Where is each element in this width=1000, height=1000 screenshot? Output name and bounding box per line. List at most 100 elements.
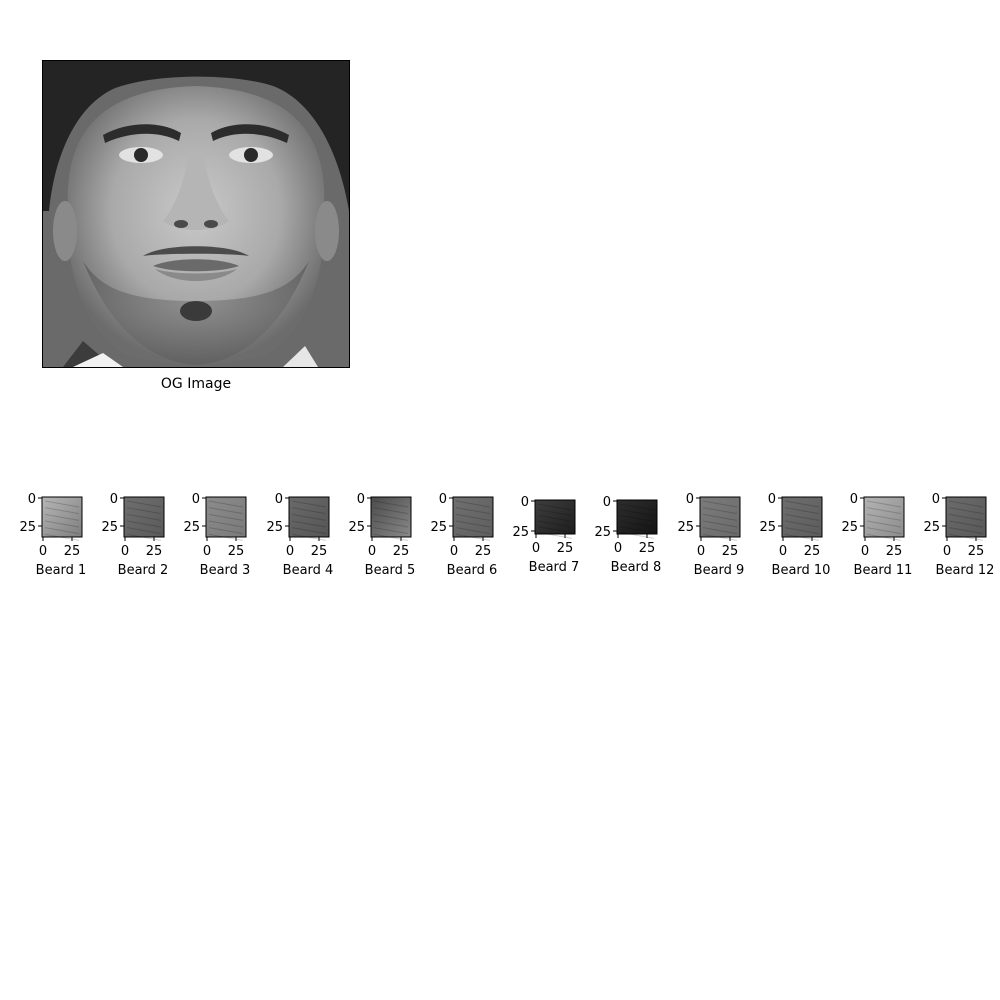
beard-texture-stroke bbox=[784, 513, 820, 521]
beard-texture-stroke bbox=[455, 527, 491, 535]
y-tick-label: 25 bbox=[512, 525, 529, 540]
beard-texture-stroke bbox=[619, 503, 655, 511]
beard-texture-stroke bbox=[866, 527, 902, 535]
beard-texture-stroke bbox=[702, 507, 738, 515]
beard-texture-stroke bbox=[291, 533, 327, 541]
beard-texture-stroke bbox=[455, 533, 491, 541]
y-tick-label: 25 bbox=[923, 520, 940, 535]
beard-patch: 0 25 0 25 Beard 3 bbox=[166, 487, 276, 587]
og-image bbox=[42, 60, 350, 368]
y-tick-label: 25 bbox=[841, 520, 858, 535]
beard-patch-caption: Beard 2 bbox=[117, 563, 169, 578]
beard-patch: 0 25 0 25 Beard 4 bbox=[249, 487, 359, 587]
beard-texture-stroke bbox=[537, 531, 573, 539]
y-tick-label: 0 bbox=[521, 495, 529, 510]
beard-texture-stroke bbox=[537, 503, 573, 511]
x-tick-label: 25 bbox=[968, 544, 985, 559]
beard-texture-stroke bbox=[455, 507, 491, 515]
x-tick-label: 25 bbox=[393, 544, 410, 559]
beard-patch: 0 25 0 25 Beard 7 bbox=[495, 490, 605, 590]
beard-texture-stroke bbox=[126, 520, 162, 528]
beard-texture-stroke bbox=[619, 520, 655, 528]
beard-texture-stroke bbox=[208, 520, 244, 528]
beard-texture-stroke bbox=[373, 513, 409, 521]
beard-texture-stroke bbox=[373, 520, 409, 528]
beard-patch: 0 25 0 25 Beard 1 bbox=[2, 487, 112, 587]
y-tick-label: 0 bbox=[932, 492, 940, 507]
y-tick-label: 25 bbox=[266, 520, 283, 535]
beard-texture-stroke bbox=[948, 533, 984, 541]
beard-patch-image bbox=[945, 496, 987, 538]
x-tick-label: 0 bbox=[861, 544, 869, 559]
beard-texture-stroke bbox=[126, 500, 162, 508]
beard-patch: 0 25 0 25 Beard 5 bbox=[331, 487, 441, 587]
beard-texture-stroke bbox=[866, 513, 902, 521]
beard-texture-stroke bbox=[291, 513, 327, 521]
beard-patch-image bbox=[452, 496, 494, 538]
beard-texture-stroke bbox=[455, 500, 491, 508]
y-tick-label: 0 bbox=[686, 492, 694, 507]
beard-texture-stroke bbox=[702, 500, 738, 508]
face-photo bbox=[43, 61, 349, 367]
beard-texture-stroke bbox=[619, 514, 655, 522]
beard-patch: 0 25 0 25 Beard 6 bbox=[413, 487, 523, 587]
x-tick-label: 25 bbox=[639, 541, 656, 556]
beard-texture-stroke bbox=[702, 513, 738, 521]
beard-texture-stroke bbox=[208, 500, 244, 508]
beard-patch: 0 25 0 25 Beard 8 bbox=[577, 490, 687, 590]
y-tick-label: 0 bbox=[768, 492, 776, 507]
beard-texture-stroke bbox=[537, 514, 573, 522]
beard-texture-stroke bbox=[866, 507, 902, 515]
beard-texture-stroke bbox=[948, 520, 984, 528]
beard-patch: 0 25 0 25 Beard 12 bbox=[906, 487, 1000, 587]
beard-patch-image bbox=[863, 496, 905, 538]
beard-texture-stroke bbox=[126, 533, 162, 541]
beard-texture-stroke bbox=[373, 507, 409, 515]
y-tick-label: 0 bbox=[275, 492, 283, 507]
beard-texture-stroke bbox=[537, 526, 573, 534]
beard-texture-stroke bbox=[455, 520, 491, 528]
beard-texture-stroke bbox=[373, 527, 409, 535]
beard-patch-image bbox=[781, 496, 823, 538]
beard-texture-stroke bbox=[291, 520, 327, 528]
beard-patch-image bbox=[288, 496, 330, 538]
x-tick-label: 0 bbox=[368, 544, 376, 559]
y-tick-label: 25 bbox=[594, 525, 611, 540]
y-tick-label: 0 bbox=[357, 492, 365, 507]
beard-patch-image bbox=[699, 496, 741, 538]
beard-patch-caption: Beard 5 bbox=[364, 563, 416, 578]
x-tick-label: 0 bbox=[286, 544, 294, 559]
y-tick-label: 25 bbox=[101, 520, 118, 535]
x-tick-label: 0 bbox=[450, 544, 458, 559]
x-tick-label: 0 bbox=[121, 544, 129, 559]
y-tick-label: 25 bbox=[348, 520, 365, 535]
beard-texture-stroke bbox=[619, 526, 655, 534]
beard-patch: 0 25 0 25 Beard 11 bbox=[824, 487, 934, 587]
y-tick-label: 0 bbox=[28, 492, 36, 507]
y-tick-label: 0 bbox=[603, 495, 611, 510]
beard-texture-stroke bbox=[126, 527, 162, 535]
x-tick-label: 25 bbox=[475, 544, 492, 559]
beard-texture-stroke bbox=[619, 531, 655, 539]
beard-texture-stroke bbox=[619, 509, 655, 517]
beard-texture-stroke bbox=[948, 500, 984, 508]
beard-texture-stroke bbox=[948, 527, 984, 535]
beard-patch-caption: Beard 1 bbox=[35, 563, 87, 578]
beard-texture-stroke bbox=[373, 533, 409, 541]
beard-texture-stroke bbox=[126, 513, 162, 521]
x-tick-label: 25 bbox=[311, 544, 328, 559]
beard-texture-stroke bbox=[291, 507, 327, 515]
beard-texture-stroke bbox=[784, 527, 820, 535]
x-tick-label: 25 bbox=[557, 541, 574, 556]
y-tick-label: 0 bbox=[439, 492, 447, 507]
beard-patch-caption: Beard 7 bbox=[528, 560, 580, 575]
beard-texture-stroke bbox=[455, 513, 491, 521]
beard-patch-image bbox=[123, 496, 165, 538]
